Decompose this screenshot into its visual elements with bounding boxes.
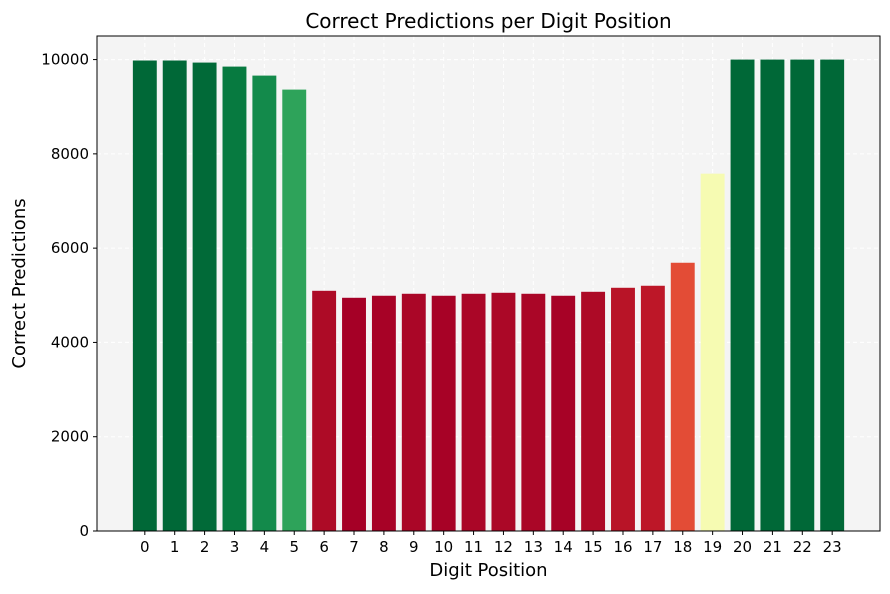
bar-4 [252,75,277,531]
bar-5 [282,89,307,531]
y-tick-label: 10000 [41,51,89,69]
bar-2 [192,62,217,532]
x-tick-label: 10 [434,538,453,556]
bar-15 [581,291,606,531]
bar-23 [820,59,845,531]
bar-11 [461,293,486,531]
x-tick-label: 22 [793,538,812,556]
x-axis-label: Digit Position [429,560,547,581]
x-tick-label: 13 [524,538,543,556]
bar-17 [640,285,665,531]
x-tick-label: 2 [200,538,210,556]
y-tick-label: 2000 [51,428,89,446]
x-tick-label: 20 [733,538,752,556]
x-tick-label: 8 [379,538,389,556]
y-ticks: 0 2000 4000 6000 8000 10000 [41,51,97,540]
bar-7 [342,297,366,531]
bar-22 [790,59,815,531]
x-tick-label: 0 [140,538,150,556]
x-tick-label: 5 [289,538,299,556]
y-tick-label: 6000 [51,239,89,257]
y-tick-label: 4000 [51,333,89,351]
x-tick-label: 4 [260,538,270,556]
x-tick-label: 19 [703,538,722,556]
chart-title: Correct Predictions per Digit Position [305,9,671,33]
bar-0 [132,60,157,532]
y-tick-label: 8000 [51,145,89,163]
bar-3 [222,66,247,532]
x-tick-label: 14 [554,538,573,556]
y-tick-label: 0 [79,522,89,540]
x-tick-label: 18 [673,538,692,556]
x-tick-label: 16 [613,538,632,556]
x-tick-label: 11 [464,538,483,556]
x-tick-label: 12 [494,538,513,556]
x-tick-label: 15 [584,538,603,556]
bar-20 [730,59,755,531]
bar-8 [371,295,396,531]
x-tick-label: 23 [823,538,842,556]
bar-1 [162,60,187,532]
bar-10 [431,295,456,531]
x-tick-label: 21 [763,538,782,556]
bars [132,59,845,532]
y-axis-label: Correct Predictions [9,198,30,368]
x-tick-label: 7 [349,538,359,556]
bar-18 [670,262,695,531]
bar-13 [521,293,546,531]
plot-frame [96,35,881,532]
bar-16 [611,287,635,531]
bar-19 [700,173,725,531]
x-tick-label: 17 [643,538,662,556]
x-tick-label: 3 [230,538,240,556]
x-tick-label: 6 [319,538,329,556]
x-ticks: 0 1 2 3 4 5 6 7 8 9 10 11 12 13 14 15 16 17 18 19 20 21 22 23 [140,531,842,556]
bar-12 [491,292,516,531]
bar-21 [760,59,785,531]
bar-9 [401,293,426,531]
bar-14 [551,295,576,531]
x-tick-label: 1 [170,538,180,556]
x-tick-label: 9 [409,538,419,556]
bar-6 [312,290,337,531]
